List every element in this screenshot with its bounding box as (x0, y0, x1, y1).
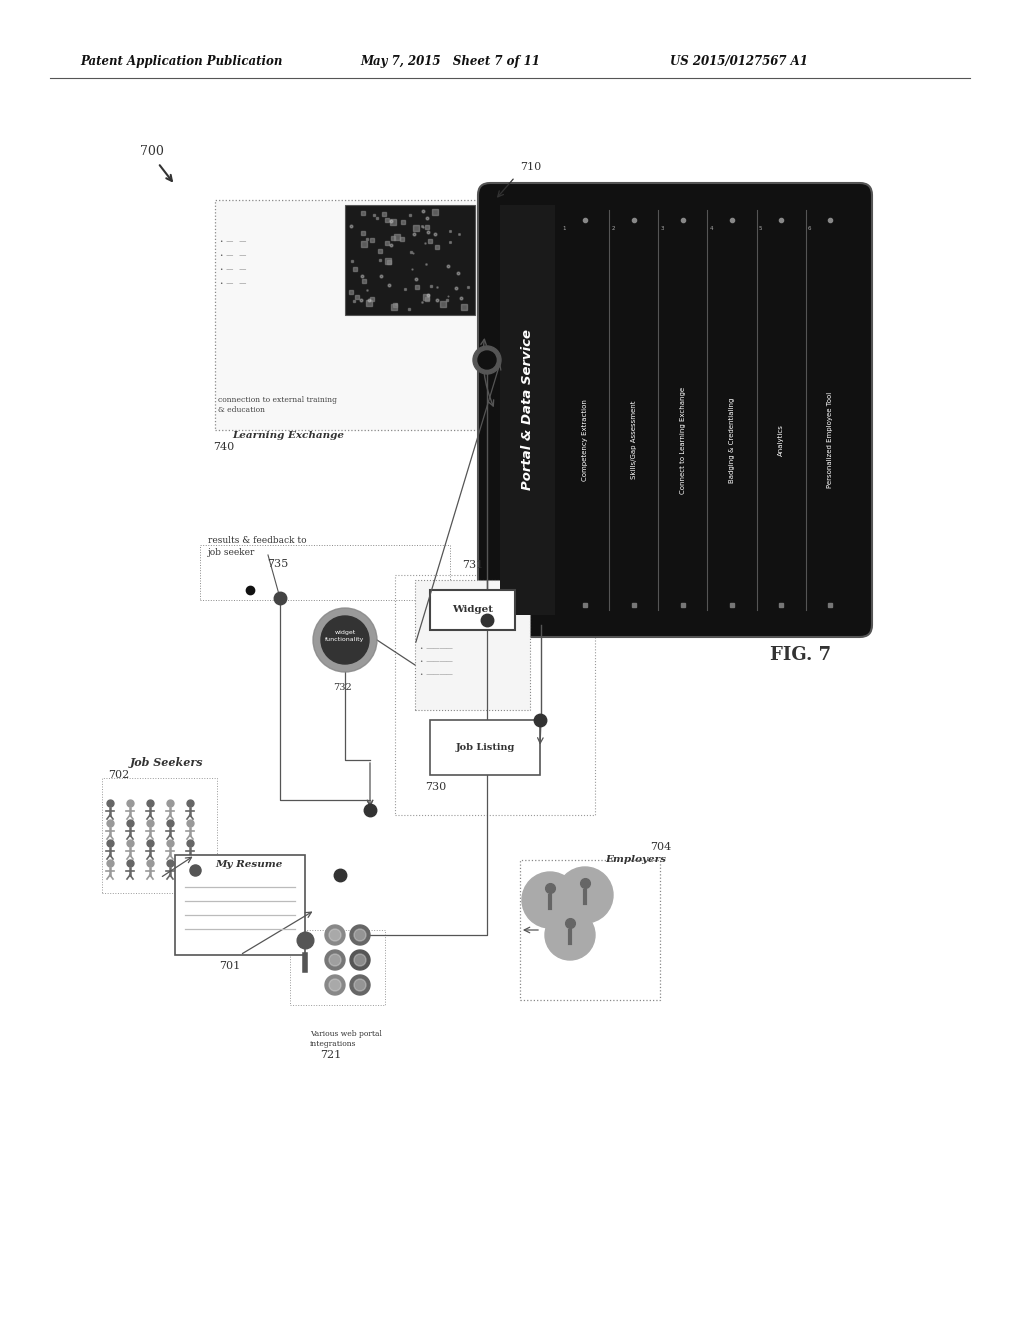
Circle shape (325, 950, 344, 970)
Circle shape (556, 867, 612, 923)
Circle shape (350, 975, 370, 995)
Text: Job Listing: Job Listing (454, 743, 515, 752)
Text: 1: 1 (561, 226, 565, 231)
Text: Various web portal
integrations: Various web portal integrations (310, 1030, 381, 1048)
Bar (430, 719, 539, 775)
Bar (200, 545, 449, 601)
Text: 731: 731 (462, 560, 483, 570)
Circle shape (354, 979, 366, 991)
Text: Badging & Credentialing: Badging & Credentialing (729, 397, 735, 483)
Text: FIG. 7: FIG. 7 (769, 645, 830, 664)
Text: 735: 735 (267, 558, 288, 569)
Circle shape (478, 351, 495, 370)
Text: connection to external training
& education: connection to external training & educat… (218, 396, 336, 414)
Bar (102, 777, 217, 894)
Circle shape (313, 609, 377, 672)
Text: • ——  ——: • —— —— (220, 239, 246, 244)
Text: Personalized Employee Tool: Personalized Employee Tool (826, 392, 833, 488)
Text: • ————————: • ———————— (420, 659, 452, 664)
Text: 4: 4 (709, 226, 712, 231)
Text: 2: 2 (610, 226, 614, 231)
Text: 5: 5 (758, 226, 761, 231)
Text: 721: 721 (320, 1049, 341, 1060)
Text: 3: 3 (659, 226, 663, 231)
Text: My Resume: My Resume (215, 861, 282, 869)
Circle shape (350, 950, 370, 970)
Bar (344, 205, 475, 315)
Text: results & feedback to
job seeker: results & feedback to job seeker (208, 536, 307, 557)
Bar (430, 590, 515, 630)
Text: Employers: Employers (604, 855, 665, 865)
Text: 702: 702 (108, 770, 129, 780)
Bar (499, 205, 554, 615)
Text: Job Seekers: Job Seekers (129, 756, 204, 768)
Text: 700: 700 (140, 145, 164, 158)
Circle shape (473, 346, 500, 374)
Circle shape (329, 954, 340, 966)
Text: Portal & Data Service: Portal & Data Service (521, 330, 534, 491)
Text: Analytics: Analytics (777, 424, 784, 455)
Text: May 7, 2015   Sheet 7 of 11: May 7, 2015 Sheet 7 of 11 (360, 55, 539, 69)
Circle shape (329, 979, 340, 991)
Circle shape (329, 929, 340, 941)
Text: • ——  ——: • —— —— (220, 281, 246, 286)
Circle shape (321, 616, 369, 664)
Text: Skills/Gap Assessment: Skills/Gap Assessment (630, 401, 636, 479)
Circle shape (354, 929, 366, 941)
Text: • ————————: • ———————— (420, 645, 452, 651)
Bar (394, 576, 594, 814)
Bar (415, 579, 530, 710)
Bar (289, 931, 384, 1005)
Bar (520, 861, 659, 1001)
Text: Learning Exchange: Learning Exchange (231, 432, 343, 440)
Text: 740: 740 (213, 442, 234, 451)
Text: 730: 730 (425, 781, 446, 792)
Text: US 2015/0127567 A1: US 2015/0127567 A1 (669, 55, 807, 69)
Circle shape (544, 909, 594, 960)
Text: 6: 6 (807, 226, 810, 231)
Text: Connect to Learning Exchange: Connect to Learning Exchange (680, 387, 685, 494)
Circle shape (350, 925, 370, 945)
FancyBboxPatch shape (478, 183, 871, 638)
Circle shape (325, 975, 344, 995)
Circle shape (354, 954, 366, 966)
Text: 704: 704 (649, 842, 671, 851)
Text: 701: 701 (219, 961, 240, 972)
Text: • ——  ——: • —— —— (220, 267, 246, 272)
Circle shape (325, 925, 344, 945)
Bar (215, 201, 484, 430)
Text: Patent Application Publication: Patent Application Publication (79, 55, 282, 69)
Circle shape (522, 873, 578, 928)
Text: Competency Extraction: Competency Extraction (581, 399, 587, 480)
Text: Widget: Widget (451, 606, 492, 615)
Bar (175, 855, 305, 954)
Text: • ——  ——: • —— —— (220, 253, 246, 257)
Text: widget
functionality: widget functionality (325, 631, 365, 642)
Text: • ————————: • ———————— (420, 672, 452, 677)
Text: 732: 732 (332, 682, 352, 692)
Text: 710: 710 (520, 162, 541, 172)
